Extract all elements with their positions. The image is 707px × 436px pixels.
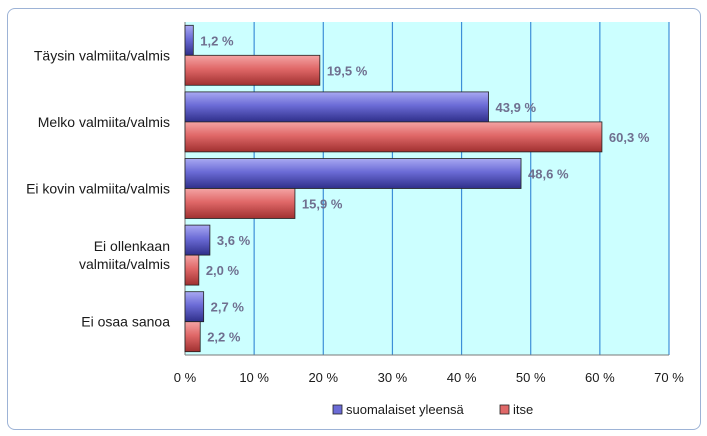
x-tick-label: 10 % bbox=[239, 370, 269, 385]
x-tick-label: 40 % bbox=[447, 370, 477, 385]
bar-itse bbox=[184, 254, 200, 286]
data-label: 2,2 % bbox=[207, 330, 241, 345]
data-label: 2,7 % bbox=[211, 300, 245, 315]
bar-itse bbox=[184, 121, 603, 153]
category-label: Täysin valmiita/valmis bbox=[34, 47, 170, 63]
data-label: 48,6 % bbox=[528, 167, 569, 182]
bar-itse bbox=[184, 321, 201, 353]
legend-label: suomalaiset yleensä bbox=[346, 402, 465, 417]
x-tick-label: 20 % bbox=[308, 370, 338, 385]
x-tick-label: 70 % bbox=[654, 370, 684, 385]
legend-label: itse bbox=[513, 402, 533, 417]
category-label: Ei osaa sanoa bbox=[81, 314, 170, 330]
data-label: 15,9 % bbox=[302, 197, 343, 212]
bar-itse bbox=[184, 188, 296, 219]
category-label: valmiita/valmis bbox=[79, 256, 170, 272]
legend-swatch bbox=[499, 404, 510, 415]
data-label: 43,9 % bbox=[496, 100, 537, 115]
data-label: 3,6 % bbox=[217, 233, 251, 248]
bar-suomalaiset bbox=[184, 24, 194, 56]
bar-suomalaiset bbox=[184, 91, 489, 123]
category-label: Ei ollenkaan bbox=[94, 238, 170, 254]
x-tick-label: 60 % bbox=[585, 370, 615, 385]
data-label: 1,2 % bbox=[200, 33, 234, 48]
data-label: 2,0 % bbox=[206, 263, 240, 278]
data-label: 60,3 % bbox=[609, 130, 650, 145]
legend-swatch bbox=[332, 404, 343, 415]
bar-suomalaiset bbox=[184, 291, 205, 323]
bar-itse bbox=[184, 54, 321, 86]
x-tick-label: 50 % bbox=[516, 370, 546, 385]
category-label: Melko valmiita/valmis bbox=[38, 114, 170, 130]
bar-suomalaiset bbox=[184, 224, 211, 256]
bar-suomalaiset bbox=[184, 158, 522, 189]
x-tick-label: 30 % bbox=[378, 370, 408, 385]
data-label: 19,5 % bbox=[327, 63, 368, 78]
category-label: Ei kovin valmiita/valmis bbox=[26, 181, 170, 197]
x-tick-label: 0 % bbox=[174, 370, 197, 385]
